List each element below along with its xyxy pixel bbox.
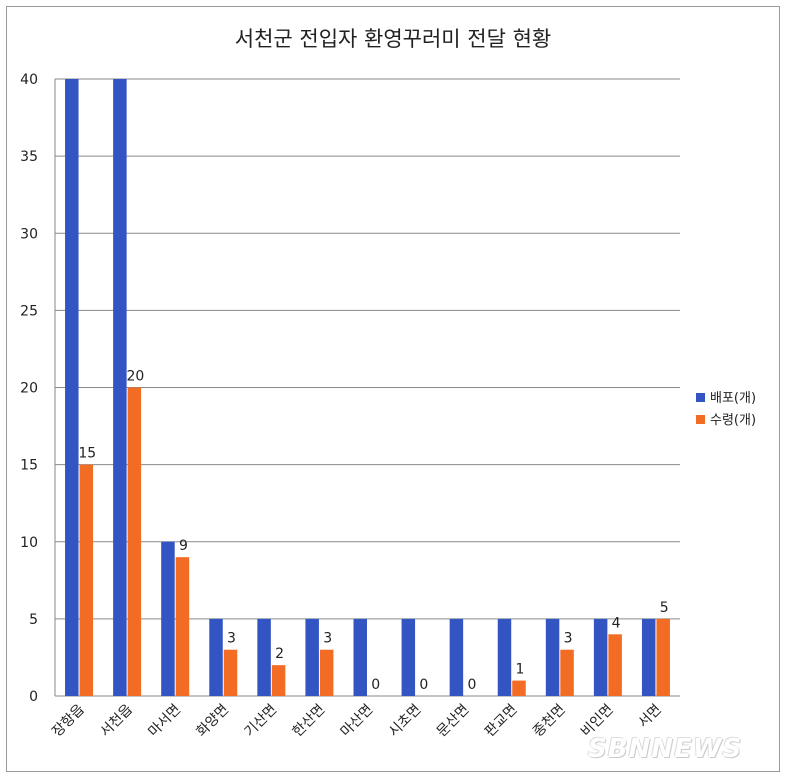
legend-label-0: 배포(개) xyxy=(710,391,756,406)
data-label: 3 xyxy=(323,631,332,647)
bar-received-1 xyxy=(127,387,142,696)
bar-distributed-4 xyxy=(257,618,271,696)
x-tick-label: 마서면 xyxy=(145,702,184,741)
data-label: 0 xyxy=(467,677,476,693)
bar-distributed-9 xyxy=(497,618,512,696)
y-axis-ticks: 0 5 10 15 20 25 30 35 40 xyxy=(20,72,38,705)
legend-swatch-1 xyxy=(696,415,705,424)
bar-distributed-1 xyxy=(113,79,127,696)
bar-distributed-6 xyxy=(353,618,367,696)
x-tick-label: 서천읍 xyxy=(97,701,136,740)
legend-swatch-0 xyxy=(696,393,705,402)
data-label: 0 xyxy=(419,677,428,693)
bar-distributed-11 xyxy=(593,618,608,696)
y-tick-label: 10 xyxy=(20,535,38,551)
bar-received-9 xyxy=(512,680,526,696)
data-labels: 15 20 9 3 2 3 0 0 0 1 3 4 5 xyxy=(78,369,668,694)
data-label: 0 xyxy=(371,677,380,693)
y-tick-label: 30 xyxy=(20,226,38,242)
watermark-logo: SBNNEWS xyxy=(588,734,743,764)
bar-distributed-2 xyxy=(161,541,175,696)
data-label: 5 xyxy=(660,600,669,616)
bars xyxy=(65,79,670,696)
x-tick-label: 한산면 xyxy=(290,702,329,741)
y-tick-label: 35 xyxy=(20,149,38,165)
legend: 배포(개) 수령(개) xyxy=(696,391,756,428)
bar-received-10 xyxy=(560,649,574,696)
data-label: 3 xyxy=(227,631,236,647)
gridlines xyxy=(54,78,680,697)
data-label: 4 xyxy=(612,615,621,631)
bar-distributed-5 xyxy=(305,618,319,696)
bar-received-12 xyxy=(656,618,670,696)
x-tick-label: 장항읍 xyxy=(49,701,88,740)
bar-received-3 xyxy=(223,649,238,696)
bar-received-0 xyxy=(79,464,94,696)
y-tick-label: 25 xyxy=(20,303,38,319)
y-tick-label: 20 xyxy=(20,381,38,397)
bar-received-5 xyxy=(319,649,334,696)
data-label: 15 xyxy=(78,446,96,462)
x-tick-label: 판교면 xyxy=(482,702,521,741)
x-tick-label: 기산면 xyxy=(242,702,281,741)
bar-distributed-7 xyxy=(401,618,416,696)
bar-received-4 xyxy=(271,665,286,696)
bar-received-2 xyxy=(175,557,190,696)
x-tick-label: 문산면 xyxy=(434,702,473,741)
x-axis-ticks: 장항읍 서천읍 마서면 화양면 기산면 한산면 마산면 시초면 문산면 판교면 종천면 비인면 서면 xyxy=(49,701,665,740)
bar-distributed-3 xyxy=(209,618,223,696)
bar-distributed-0 xyxy=(65,79,79,696)
data-label: 1 xyxy=(516,662,525,678)
y-tick-label: 5 xyxy=(29,612,38,628)
data-label: 2 xyxy=(275,646,284,662)
y-tick-label: 40 xyxy=(20,72,38,88)
bar-received-11 xyxy=(608,634,622,696)
bar-distributed-8 xyxy=(449,618,464,696)
data-label: 20 xyxy=(126,369,144,385)
legend-label-1: 수령(개) xyxy=(710,413,756,428)
x-tick-label: 종천면 xyxy=(530,702,569,741)
y-tick-label: 15 xyxy=(20,458,38,474)
bar-distributed-12 xyxy=(641,618,656,696)
bar-distributed-10 xyxy=(545,618,560,696)
data-label: 3 xyxy=(564,631,573,647)
x-tick-label: 서면 xyxy=(635,702,665,732)
y-tick-label: 0 xyxy=(29,689,38,705)
data-label: 9 xyxy=(179,538,188,554)
x-tick-label: 시초면 xyxy=(386,702,425,741)
x-tick-label: 마산면 xyxy=(338,702,377,741)
chart-title: 서천군 전입자 환영꾸러미 전달 현황 xyxy=(235,27,552,51)
x-tick-label: 화양면 xyxy=(193,702,232,741)
